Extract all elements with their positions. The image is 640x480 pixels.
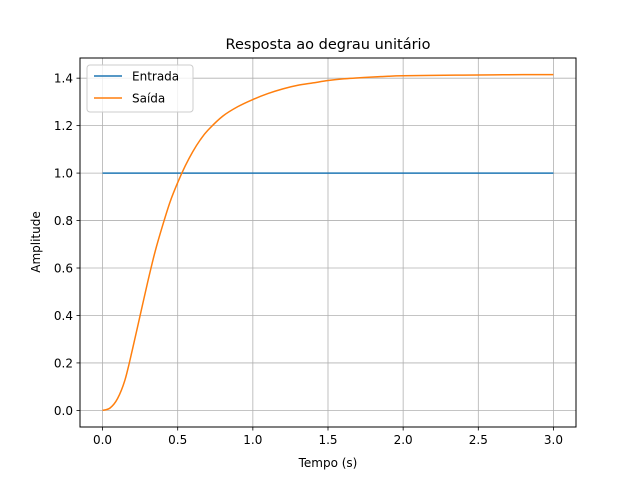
y-tick-label: 1.4 — [54, 72, 73, 86]
y-tick-label: 0.8 — [54, 214, 73, 228]
y-tick-label: 0.6 — [54, 262, 73, 276]
x-tick-label: 1.5 — [318, 433, 337, 447]
chart-title: Resposta ao degrau unitário — [226, 37, 431, 53]
x-tick-label: 1.0 — [243, 433, 262, 447]
legend-label: Saída — [132, 92, 165, 106]
x-tick-label: 2.5 — [469, 433, 488, 447]
x-tick-label: 2.0 — [394, 433, 413, 447]
x-tick-label: 0.0 — [93, 433, 112, 447]
x-tick-label: 0.5 — [168, 433, 187, 447]
legend: Entrada Saída — [86, 64, 194, 113]
y-axis-label: Amplitude — [29, 211, 43, 273]
series-layer — [102, 73, 554, 412]
y-tick-label: 1.2 — [54, 119, 73, 133]
series-line-2 — [102, 73, 554, 412]
y-tick-label: 0.2 — [54, 356, 73, 370]
legend-label: Entrada — [132, 70, 179, 84]
x-axis-label: Tempo (s) — [298, 456, 358, 470]
y-tick-label: 0.0 — [54, 404, 73, 418]
x-tick-label: 3.0 — [544, 433, 563, 447]
tick-layer: 0.0 0.5 1.0 1.5 2.0 2.5 3.0 0.0 0.2 0.4 0.6 0.8 1.0 1… — [54, 72, 563, 447]
grid — [80, 58, 576, 427]
y-tick-label: 0.4 — [54, 309, 73, 323]
y-tick-label: 1.0 — [54, 167, 73, 181]
